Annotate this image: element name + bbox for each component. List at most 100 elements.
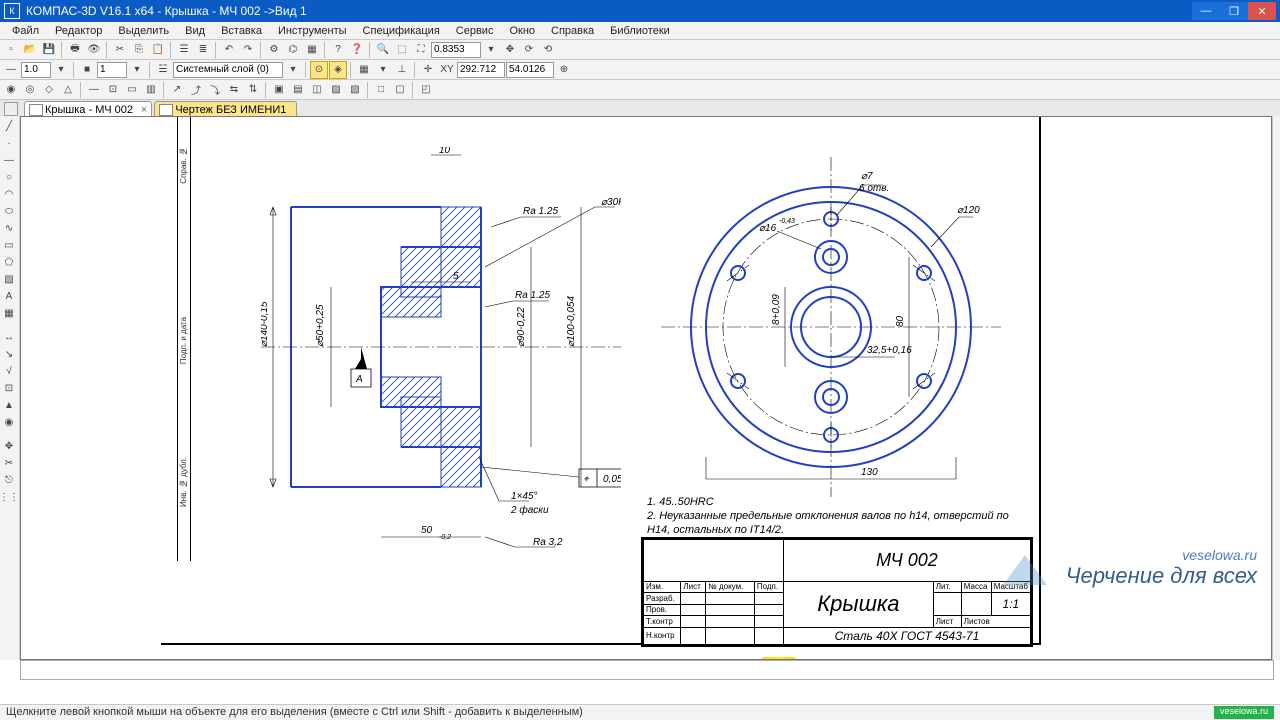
edit6-icon[interactable]: ▣: [270, 81, 288, 99]
snap3-icon[interactable]: ◇: [40, 81, 58, 99]
tab-list-icon[interactable]: [4, 102, 18, 116]
edit3-icon[interactable]: ⤵: [206, 81, 224, 99]
edit9-icon[interactable]: ▨: [327, 81, 345, 99]
tol-icon[interactable]: ⊡: [0, 380, 18, 396]
menu-service[interactable]: Сервис: [448, 24, 502, 38]
snap-end-icon[interactable]: ⊙: [310, 61, 328, 79]
dim-icon[interactable]: ↔: [0, 329, 18, 345]
mark-icon[interactable]: ◉: [0, 414, 18, 430]
vars-icon[interactable]: ≣: [194, 41, 212, 59]
spline-icon[interactable]: ∿: [0, 220, 18, 236]
zoom-window-icon[interactable]: ⬚: [393, 41, 411, 59]
layer-drop-icon[interactable]: ▾: [284, 61, 302, 79]
menu-tools[interactable]: Инструменты: [270, 24, 355, 38]
refresh-icon[interactable]: ⟲: [539, 41, 557, 59]
color-icon[interactable]: ■: [78, 61, 96, 79]
menu-select[interactable]: Выделить: [110, 24, 177, 38]
edit10-icon[interactable]: ▧: [346, 81, 364, 99]
leader-icon[interactable]: ↘: [0, 346, 18, 362]
lw-drop-icon[interactable]: ▾: [52, 61, 70, 79]
coord-x-input[interactable]: [457, 62, 505, 78]
cut-icon[interactable]: ✂: [111, 41, 129, 59]
tree-icon[interactable]: ⌬: [284, 41, 302, 59]
menu-help[interactable]: Справка: [543, 24, 602, 38]
line-icon[interactable]: ―: [0, 152, 18, 168]
hatch-icon[interactable]: ▨: [0, 271, 18, 287]
rotate-icon[interactable]: ⟳: [520, 41, 538, 59]
pan-icon[interactable]: ✥: [501, 41, 519, 59]
rect-icon[interactable]: ▭: [0, 237, 18, 253]
linewidth-input[interactable]: [21, 62, 51, 78]
edit5-icon[interactable]: ⇅: [244, 81, 262, 99]
view-num-input[interactable]: [97, 62, 127, 78]
menu-spec[interactable]: Спецификация: [355, 24, 448, 38]
context-help-icon[interactable]: ?: [329, 41, 347, 59]
menu-insert[interactable]: Вставка: [213, 24, 270, 38]
snap1-icon[interactable]: ◉: [2, 81, 20, 99]
coord-y-input[interactable]: [506, 62, 554, 78]
snap5-icon[interactable]: —: [85, 81, 103, 99]
text-icon[interactable]: A: [0, 288, 18, 304]
layer-name-input[interactable]: [173, 62, 283, 78]
new-icon[interactable]: ▫: [2, 41, 20, 59]
paste-icon[interactable]: 📋: [149, 41, 167, 59]
menu-window[interactable]: Окно: [501, 24, 543, 38]
command-input[interactable]: [20, 660, 1274, 680]
table-icon[interactable]: ▦: [0, 305, 18, 321]
zoom-input[interactable]: [431, 42, 481, 58]
edit7-icon[interactable]: ▤: [289, 81, 307, 99]
zoom-drop-icon[interactable]: ▾: [482, 41, 500, 59]
save-icon[interactable]: 💾: [40, 41, 58, 59]
right-scrollbar[interactable]: [1272, 116, 1280, 660]
maximize-button[interactable]: ❐: [1220, 2, 1248, 20]
snap-mid-icon[interactable]: ◈: [329, 61, 347, 79]
print-icon[interactable]: 🖶: [66, 41, 84, 59]
tab-doc-1[interactable]: Крышка - МЧ 002: [24, 101, 152, 117]
menu-view[interactable]: Вид: [177, 24, 213, 38]
preview-icon[interactable]: 👁: [85, 41, 103, 59]
snap7-icon[interactable]: ▭: [123, 81, 141, 99]
ellipse-icon[interactable]: ⬭: [0, 203, 18, 219]
snap2-icon[interactable]: ◎: [21, 81, 39, 99]
edit4-icon[interactable]: ⇆: [225, 81, 243, 99]
trim-icon[interactable]: ✂: [0, 455, 18, 471]
close-button[interactable]: ✕: [1248, 2, 1276, 20]
rough-icon[interactable]: √: [0, 363, 18, 379]
grid-drop-icon[interactable]: ▾: [374, 61, 392, 79]
undo-icon[interactable]: ↶: [220, 41, 238, 59]
edit12-icon[interactable]: ▢: [391, 81, 409, 99]
calc-icon[interactable]: ▦: [303, 41, 321, 59]
local-cs-icon[interactable]: ✛: [419, 61, 437, 79]
snap6-icon[interactable]: ⊡: [104, 81, 122, 99]
move-icon[interactable]: ✥: [0, 438, 18, 454]
snap4-icon[interactable]: △: [59, 81, 77, 99]
menu-edit[interactable]: Редактор: [47, 24, 110, 38]
geom-icon[interactable]: ╱: [0, 118, 18, 134]
view-drop-icon[interactable]: ▾: [128, 61, 146, 79]
edit8-icon[interactable]: ◫: [308, 81, 326, 99]
mirror-icon[interactable]: ⎋: [0, 472, 18, 488]
layers-icon[interactable]: ☱: [154, 61, 172, 79]
edit13-icon[interactable]: ◰: [417, 81, 435, 99]
grid-icon[interactable]: ▦: [355, 61, 373, 79]
menu-libs[interactable]: Библиотеки: [602, 24, 678, 38]
help-icon[interactable]: ❓: [348, 41, 366, 59]
edit1-icon[interactable]: ↗: [168, 81, 186, 99]
lib-icon[interactable]: ⚙: [265, 41, 283, 59]
edit2-icon[interactable]: ⤴: [187, 81, 205, 99]
menu-file[interactable]: Файл: [4, 24, 47, 38]
props-icon[interactable]: ☰: [175, 41, 193, 59]
circle-icon[interactable]: ○: [0, 169, 18, 185]
ortho-icon[interactable]: ⊥: [393, 61, 411, 79]
snap8-icon[interactable]: ▥: [142, 81, 160, 99]
zoom-fit-icon[interactable]: ⛶: [412, 41, 430, 59]
minimize-button[interactable]: —: [1192, 2, 1220, 20]
poly-icon[interactable]: ⬠: [0, 254, 18, 270]
arc-icon[interactable]: ◠: [0, 186, 18, 202]
coord-lock-icon[interactable]: ⊕: [555, 61, 573, 79]
style-icon[interactable]: —: [2, 61, 20, 79]
redo-icon[interactable]: ↷: [239, 41, 257, 59]
tab-doc-2[interactable]: Чертеж БЕЗ ИМЕНИ1: [154, 101, 297, 117]
drawing-canvas[interactable]: Справ. № Подп. и дата Инв. № дубл. ⌀14: [20, 116, 1272, 660]
open-icon[interactable]: 📂: [21, 41, 39, 59]
